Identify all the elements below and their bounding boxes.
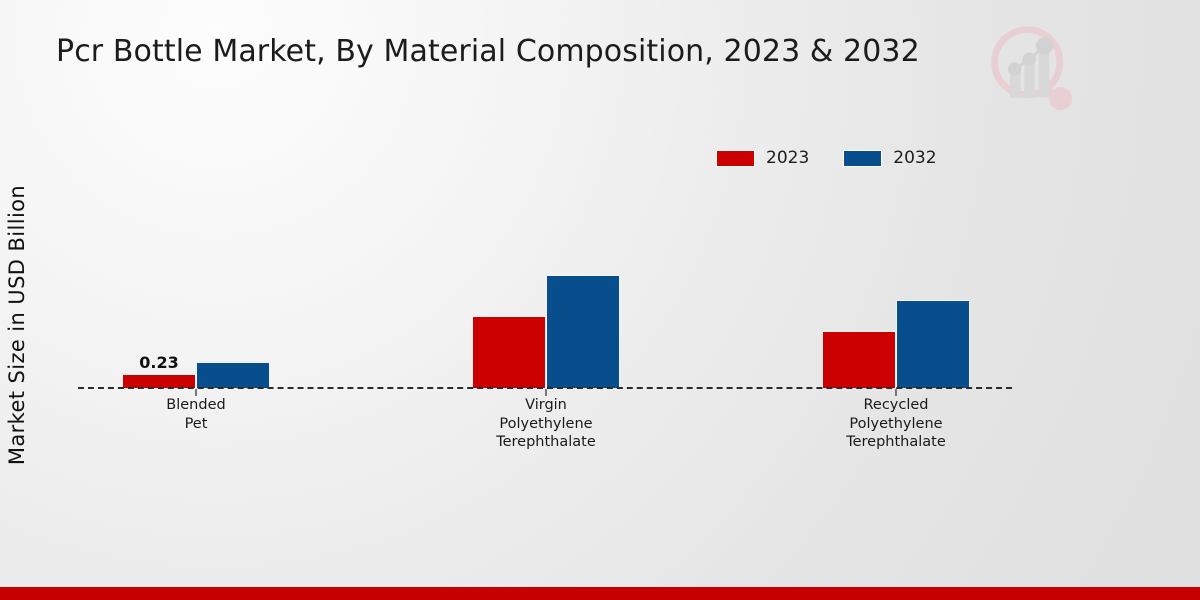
bar-group-recycled-pet [822,170,972,388]
category-3-line-3: Terephthalate [846,434,946,450]
y-axis-label: Market Size in USD Billion [5,184,29,466]
legend-item-2023[interactable]: 2023 [716,148,809,168]
plot-area: 0.23 [78,170,1012,388]
category-1-line-1: Blended [166,397,226,413]
chart-legend: 2023 2032 [716,148,937,168]
x-axis-category-label-1: Blended Pet [81,396,311,433]
bar-group-virgin-pet [472,170,622,388]
category-1-line-2: Pet [184,415,208,432]
bar-2023-virgin-pet[interactable] [472,316,546,388]
footer-accent-bar [0,587,1200,600]
x-axis-category-label-3: Recycled Polyethylene Terephthalate [781,396,1011,452]
legend-label-2032: 2032 [893,148,937,168]
legend-swatch-2032 [843,149,883,167]
x-axis-tick-2 [545,389,547,396]
legend-item-2032[interactable]: 2032 [843,148,937,168]
chart-title: Pcr Bottle Market, By Material Compositi… [56,34,920,69]
category-3-line-2: Polyethylene [849,415,943,432]
bar-2032-virgin-pet[interactable] [546,275,620,388]
bar-value-label-blended-pet-2023: 0.23 [139,353,179,372]
category-3-line-1: Recycled [863,397,929,413]
legend-label-2023: 2023 [766,148,810,168]
legend-swatch-2023 [716,149,755,167]
bar-2032-recycled-pet[interactable] [896,300,970,388]
bar-2023-recycled-pet[interactable] [822,331,896,388]
x-axis-category-label-2: Virgin Polyethylene Terephthalate [431,396,661,452]
x-axis-tick-3 [895,389,897,396]
category-2-line-1: Virgin [525,397,567,413]
x-axis-tick-1 [195,389,197,396]
bar-2032-blended-pet[interactable] [196,362,270,388]
category-2-line-3: Terephthalate [496,434,596,450]
category-2-line-2: Polyethylene [499,415,593,432]
bar-2023-blended-pet[interactable] [122,374,196,388]
x-axis-baseline [78,387,1012,389]
watermark-logo-icon [991,26,1073,111]
bar-group-blended-pet: 0.23 [122,170,272,388]
